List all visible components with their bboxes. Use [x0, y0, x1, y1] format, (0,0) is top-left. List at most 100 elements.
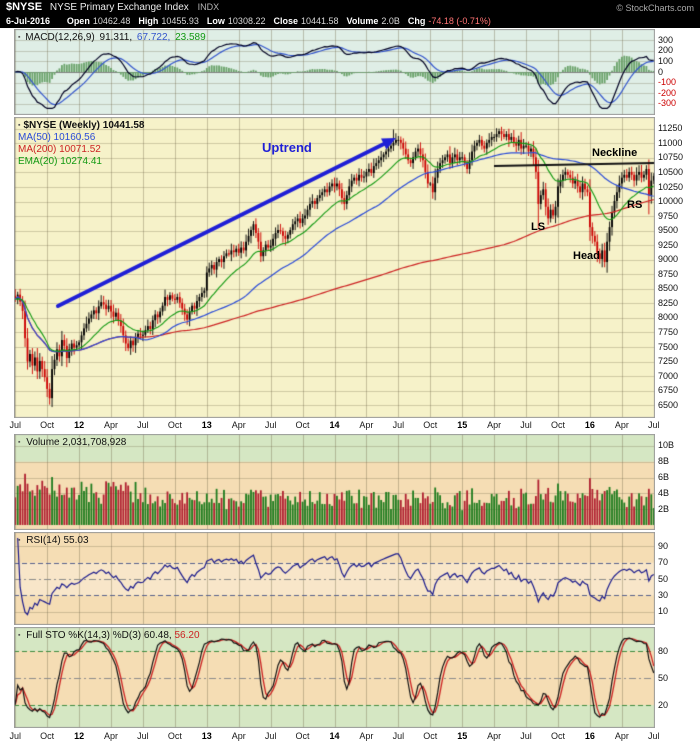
y-tick-label: 7250	[658, 356, 679, 367]
y-tick-label: 10	[658, 606, 669, 617]
y-tick-label: 9250	[658, 239, 679, 250]
x-tick-label: 16	[584, 420, 595, 430]
rsi-label: RSI(14) 55.03	[26, 535, 89, 546]
left-shoulder-annotation: LS	[531, 221, 546, 233]
y-tick-label: 11000	[658, 137, 683, 148]
macd-value: 91.311,	[99, 32, 133, 43]
stochastic-label: Full STO %K(14,3) %D(3)	[26, 630, 142, 641]
x-tick-label: Oct	[423, 420, 438, 430]
y-tick-label: 10B	[658, 440, 675, 451]
price-title: $NYSE (Weekly) 10441.58	[23, 120, 145, 131]
price-legend-title-line: ▪ $NYSE (Weekly) 10441.58	[18, 120, 145, 132]
y-tick-label: 8250	[658, 297, 679, 308]
symbol-ticker: $NYSE	[6, 1, 43, 13]
macd-panel-icon: ▪	[18, 34, 21, 41]
rsi-legend: ▪ RSI(14) 55.03	[18, 535, 89, 547]
quote-date: 6-Jul-2016	[6, 16, 51, 26]
x-tick-label: Oct	[167, 420, 182, 430]
y-axis-labels: 300 200 100 0 -100 -200 -300 11250 11000 10750 105…	[656, 0, 700, 748]
quote-field-label: Open	[66, 16, 90, 26]
x-tick-label: Jul	[9, 420, 21, 430]
x-tick-label: Oct	[423, 731, 438, 741]
stochastic-panel-icon: ▪	[18, 632, 21, 639]
volume-panel-canvas	[14, 434, 655, 530]
macd-label: MACD(12,26,9)	[25, 32, 95, 43]
x-tick-label: Jul	[9, 731, 21, 741]
y-tick-label: 6750	[658, 385, 679, 396]
y-tick-label: 70	[658, 557, 669, 568]
y-tick-label: 10750	[658, 152, 684, 163]
y-tick-label: 7500	[658, 341, 679, 352]
y-tick-label: 11250	[658, 123, 683, 134]
x-tick-label: 13	[201, 420, 212, 430]
y-tick-label: -100	[658, 77, 677, 88]
x-tick-label: Oct	[550, 731, 565, 741]
x-tick-label: Apr	[487, 420, 502, 430]
right-shoulder-annotation: RS	[627, 199, 643, 211]
x-tick-label: Oct	[167, 731, 182, 741]
x-tick-label: Jul	[137, 420, 149, 430]
head-annotation: Head	[573, 250, 600, 262]
x-tick-label: 15	[457, 420, 468, 430]
quote-field-value: 10308.22	[227, 16, 266, 26]
quote-field-value: 10462.48	[92, 16, 131, 26]
price-panel-icon: ▪	[18, 122, 21, 129]
y-tick-label: -300	[658, 98, 677, 109]
volume-panel-icon: ▪	[18, 439, 21, 446]
x-tick-label: Oct	[295, 420, 310, 430]
y-tick-label: 8B	[658, 456, 670, 467]
x-tick-label: Apr	[231, 731, 246, 741]
rsi-panel-canvas	[14, 532, 655, 625]
x-tick-label: 16	[584, 731, 595, 741]
x-tick-label: Jul	[520, 731, 532, 741]
y-tick-label: 4B	[658, 487, 670, 498]
y-tick-label: 10000	[658, 196, 684, 207]
ma50-legend: MA(50) 10160.56	[18, 132, 96, 143]
x-tick-label: Oct	[40, 731, 55, 741]
x-tick-label: Apr	[614, 731, 629, 741]
x-tick-label: Apr	[103, 420, 119, 430]
x-tick-label: 13	[201, 731, 212, 741]
x-tick-label: 12	[74, 420, 85, 430]
y-tick-label: 10500	[658, 166, 684, 177]
ema20-legend: EMA(20) 10274.41	[18, 156, 102, 167]
x-tick-label: Jul	[264, 420, 277, 430]
x-axis-labels-mid: Jul Oct 12 Apr Jul Oct 13 Apr Jul Oct 14 Apr Jul Oct 1…	[0, 420, 700, 433]
copyright: © StockCharts.com	[616, 3, 694, 13]
y-tick-label: 50	[658, 573, 669, 584]
quote-field-label: Close	[273, 16, 298, 26]
x-tick-label: 14	[329, 420, 340, 430]
x-tick-label: Jul	[648, 420, 660, 430]
quote-field-value: -74.18 (-0.71%)	[428, 16, 491, 26]
ma200-legend: MA(200) 10071.52	[18, 144, 101, 155]
y-tick-label: -200	[658, 87, 677, 98]
y-tick-label: 6500	[658, 399, 679, 410]
quote-field-label: Low	[206, 16, 225, 26]
y-tick-label: 7750	[658, 326, 679, 337]
x-tick-label: Jul	[392, 731, 405, 741]
y-tick-label: 8750	[658, 268, 679, 279]
y-tick-label: 30	[658, 589, 669, 600]
x-tick-label: Jul	[648, 731, 660, 741]
y-tick-label: 8000	[658, 312, 679, 323]
exchange-code: INDX	[197, 2, 220, 12]
volume-label: Volume 2,031,708,928	[26, 437, 127, 448]
x-tick-label: Oct	[550, 420, 565, 430]
quote-field-value: 2.0B	[381, 16, 400, 26]
x-tick-label: 15	[457, 731, 468, 741]
y-tick-label: 50	[658, 672, 669, 683]
y-tick-label: 9750	[658, 210, 679, 221]
macd-signal-value: 67.722,	[136, 32, 171, 43]
x-tick-label: Oct	[295, 731, 310, 741]
stochastic-panel-canvas	[14, 627, 655, 728]
x-tick-label: 12	[74, 731, 85, 741]
y-tick-label: 200	[658, 45, 674, 56]
x-tick-label: Apr	[231, 420, 246, 430]
y-tick-label: 10250	[658, 181, 684, 192]
x-tick-label: Jul	[520, 420, 532, 430]
y-tick-label: 9000	[658, 254, 679, 265]
y-tick-label: 2B	[658, 503, 670, 514]
x-tick-label: Jul	[264, 731, 277, 741]
x-tick-label: Oct	[40, 420, 55, 430]
